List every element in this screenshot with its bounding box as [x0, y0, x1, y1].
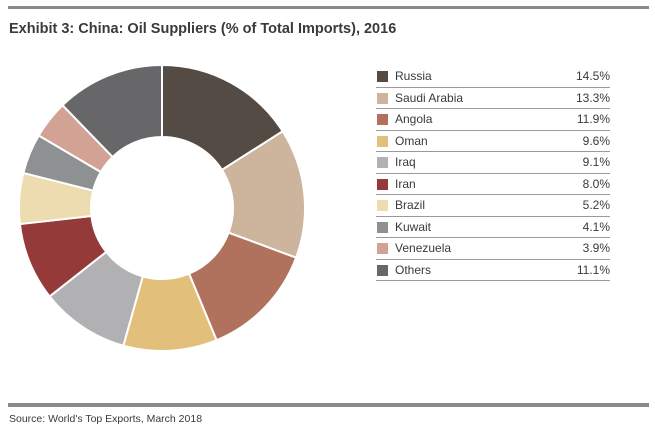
legend-row: Venezuela 3.9% [376, 238, 610, 260]
legend-row: Iran 8.0% [376, 174, 610, 195]
legend-value: 11.9% [576, 112, 610, 126]
legend-swatch [377, 114, 388, 125]
legend-label: Kuwait [395, 219, 432, 234]
legend-label: Russia [395, 69, 432, 83]
legend-label: Venezuela [395, 241, 452, 255]
legend-row: Angola 11.9% [376, 109, 610, 131]
legend-value: 14.5% [575, 69, 610, 83]
legend: Russia 14.5% Saudi Arabia 13.3% Angola 11.9% O… [376, 66, 610, 281]
legend-label: Angola [395, 112, 433, 126]
legend-value: 3.9% [582, 241, 610, 255]
legend-swatch [377, 178, 388, 190]
legend-row: Kuwait 4.1% [376, 217, 610, 238]
legend-row: Brazil 5.2% [376, 195, 610, 217]
top-rule [8, 6, 649, 9]
donut-chart [18, 63, 306, 352]
slice-others [61, 63, 163, 159]
legend-swatch [377, 92, 388, 104]
legend-swatch [377, 264, 388, 276]
legend-swatch [377, 157, 388, 168]
legend-label: Iraq [395, 155, 416, 169]
legend-swatch [377, 71, 388, 82]
legend-row: Oman 9.6% [376, 131, 610, 152]
legend-value: 11.1% [576, 262, 610, 277]
bottom-rule [8, 403, 649, 407]
legend-value: 5.2% [582, 198, 610, 212]
legend-value: 9.6% [582, 133, 610, 148]
legend-swatch [377, 243, 388, 254]
legend-label: Oman [395, 133, 428, 148]
legend-row: Iraq 9.1% [376, 152, 610, 174]
legend-label: Brazil [395, 198, 426, 212]
legend-label: Saudi Arabia [395, 90, 464, 105]
chart-title: Exhibit 3: China: Oil Suppliers (% of To… [9, 21, 397, 37]
legend-row: Russia 14.5% [376, 66, 610, 88]
legend-swatch [377, 135, 388, 147]
legend-value: 4.1% [582, 219, 610, 234]
legend-value: 9.1% [582, 155, 610, 169]
source-note: Source: World's Top Exports, March 2018 [9, 413, 203, 425]
legend-swatch [377, 221, 388, 233]
legend-row: Others 11.1% [376, 260, 610, 281]
legend-label: Others [395, 262, 432, 277]
legend-swatch [377, 200, 388, 211]
legend-row: Saudi Arabia 13.3% [376, 88, 610, 109]
legend-value: 13.3% [575, 90, 610, 105]
legend-label: Iran [395, 176, 416, 191]
legend-value: 8.0% [582, 176, 610, 191]
